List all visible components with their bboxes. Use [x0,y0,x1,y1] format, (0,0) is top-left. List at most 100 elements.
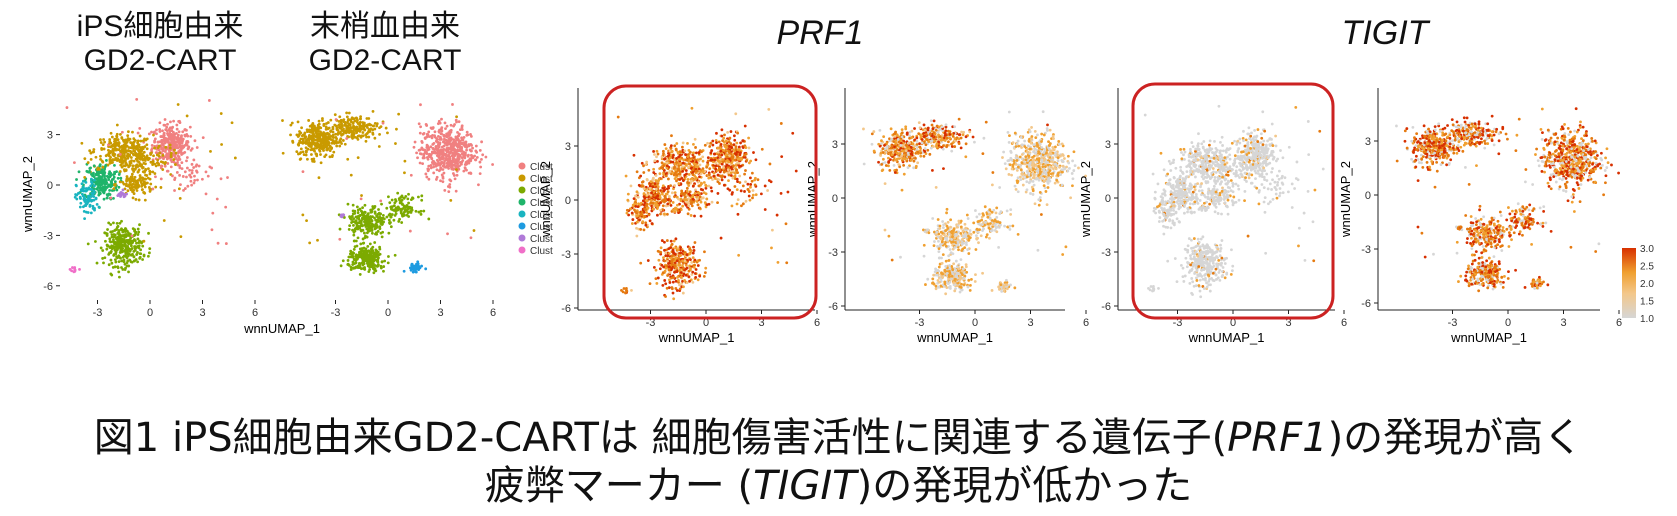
cell-point [322,124,326,127]
cell-point [438,121,442,125]
cell-point [451,103,454,106]
cell-point [411,196,414,200]
cell-point [141,139,145,143]
cell-point [194,164,198,168]
cell-point [883,161,887,164]
cell-point [681,179,685,182]
cell-point [120,219,123,223]
cell-point [441,168,445,171]
cell-point [647,168,651,172]
cell-point [650,199,653,202]
cell-point [125,255,129,259]
cell-point [175,131,178,135]
cell-point [448,183,452,186]
cell-point [173,189,176,192]
x-tick-label: 3 [199,307,205,319]
cell-point [475,150,479,154]
cell-point [441,180,445,184]
cell-point [89,184,93,188]
cell-point [147,186,151,189]
cell-point [670,286,674,289]
cell-point [402,269,406,273]
cell-point [119,234,123,238]
cell-point [130,185,134,189]
cell-point [120,228,123,232]
cell-point [308,241,312,245]
cell-point [673,184,676,187]
cell-point [127,247,131,251]
cell-point [373,136,377,140]
cell-point [677,279,680,282]
cell-point [189,135,193,138]
cell-point [168,143,172,147]
cell-point [686,178,690,181]
cell-point [670,276,674,280]
y-tick-label: 0 [47,180,53,192]
cell-point [693,158,697,161]
cell-point [128,240,132,244]
cell-point [196,178,199,182]
cell-point [729,171,733,175]
cell-point [102,197,106,201]
cell-point [161,147,165,151]
cell-point [462,143,466,147]
cell-point [120,148,124,152]
cell-point [80,141,84,145]
cell-point [674,170,677,174]
cell-point [717,178,720,182]
cell-point [673,263,676,267]
cell-point [141,177,145,180]
cell-point [338,115,342,119]
cell-point [670,260,674,264]
cell-point [744,180,747,184]
x-tick-label: -3 [331,307,341,319]
cell-point [72,161,76,165]
cell-point [667,177,670,181]
cell-point [109,131,113,135]
cell-point [158,127,162,131]
cell-point [480,157,483,161]
cell-point [730,161,734,165]
cell-point [682,261,685,265]
cell-point [349,173,353,177]
cell-point [95,261,99,265]
cell-point [369,247,373,251]
cell-point [659,246,663,250]
cell-point [729,142,733,145]
cell-point [164,145,168,149]
cell-point [127,270,130,274]
cell-point [661,271,665,275]
cell-point [130,146,134,150]
cell-point [112,175,116,179]
cell-point [116,224,120,228]
cell-point [645,193,649,197]
cell-point [747,136,751,140]
cell-point [345,111,349,115]
cell-point [734,145,738,148]
cell-point [115,123,119,127]
cell-point [113,180,117,184]
cell-point [300,134,304,138]
cell-point [630,211,634,215]
cell-point [731,155,735,159]
cell-point [652,171,656,174]
cell-point [112,187,116,191]
cell-point [135,253,139,256]
cell-point [674,147,678,151]
cell-point [670,191,674,195]
cell-point [177,151,180,155]
cell-point [92,164,96,168]
cell-point [96,179,100,182]
cell-point [386,261,390,265]
cell-point [696,264,700,267]
cell-point [137,198,141,202]
cell-point [447,154,451,158]
cell-point [355,224,359,228]
cell-point [359,242,363,246]
cell-point [643,196,647,200]
cell-point [727,179,730,182]
cell-point [125,251,129,255]
cell-point [319,161,323,165]
cell-point [105,181,109,185]
cell-point [626,198,630,202]
